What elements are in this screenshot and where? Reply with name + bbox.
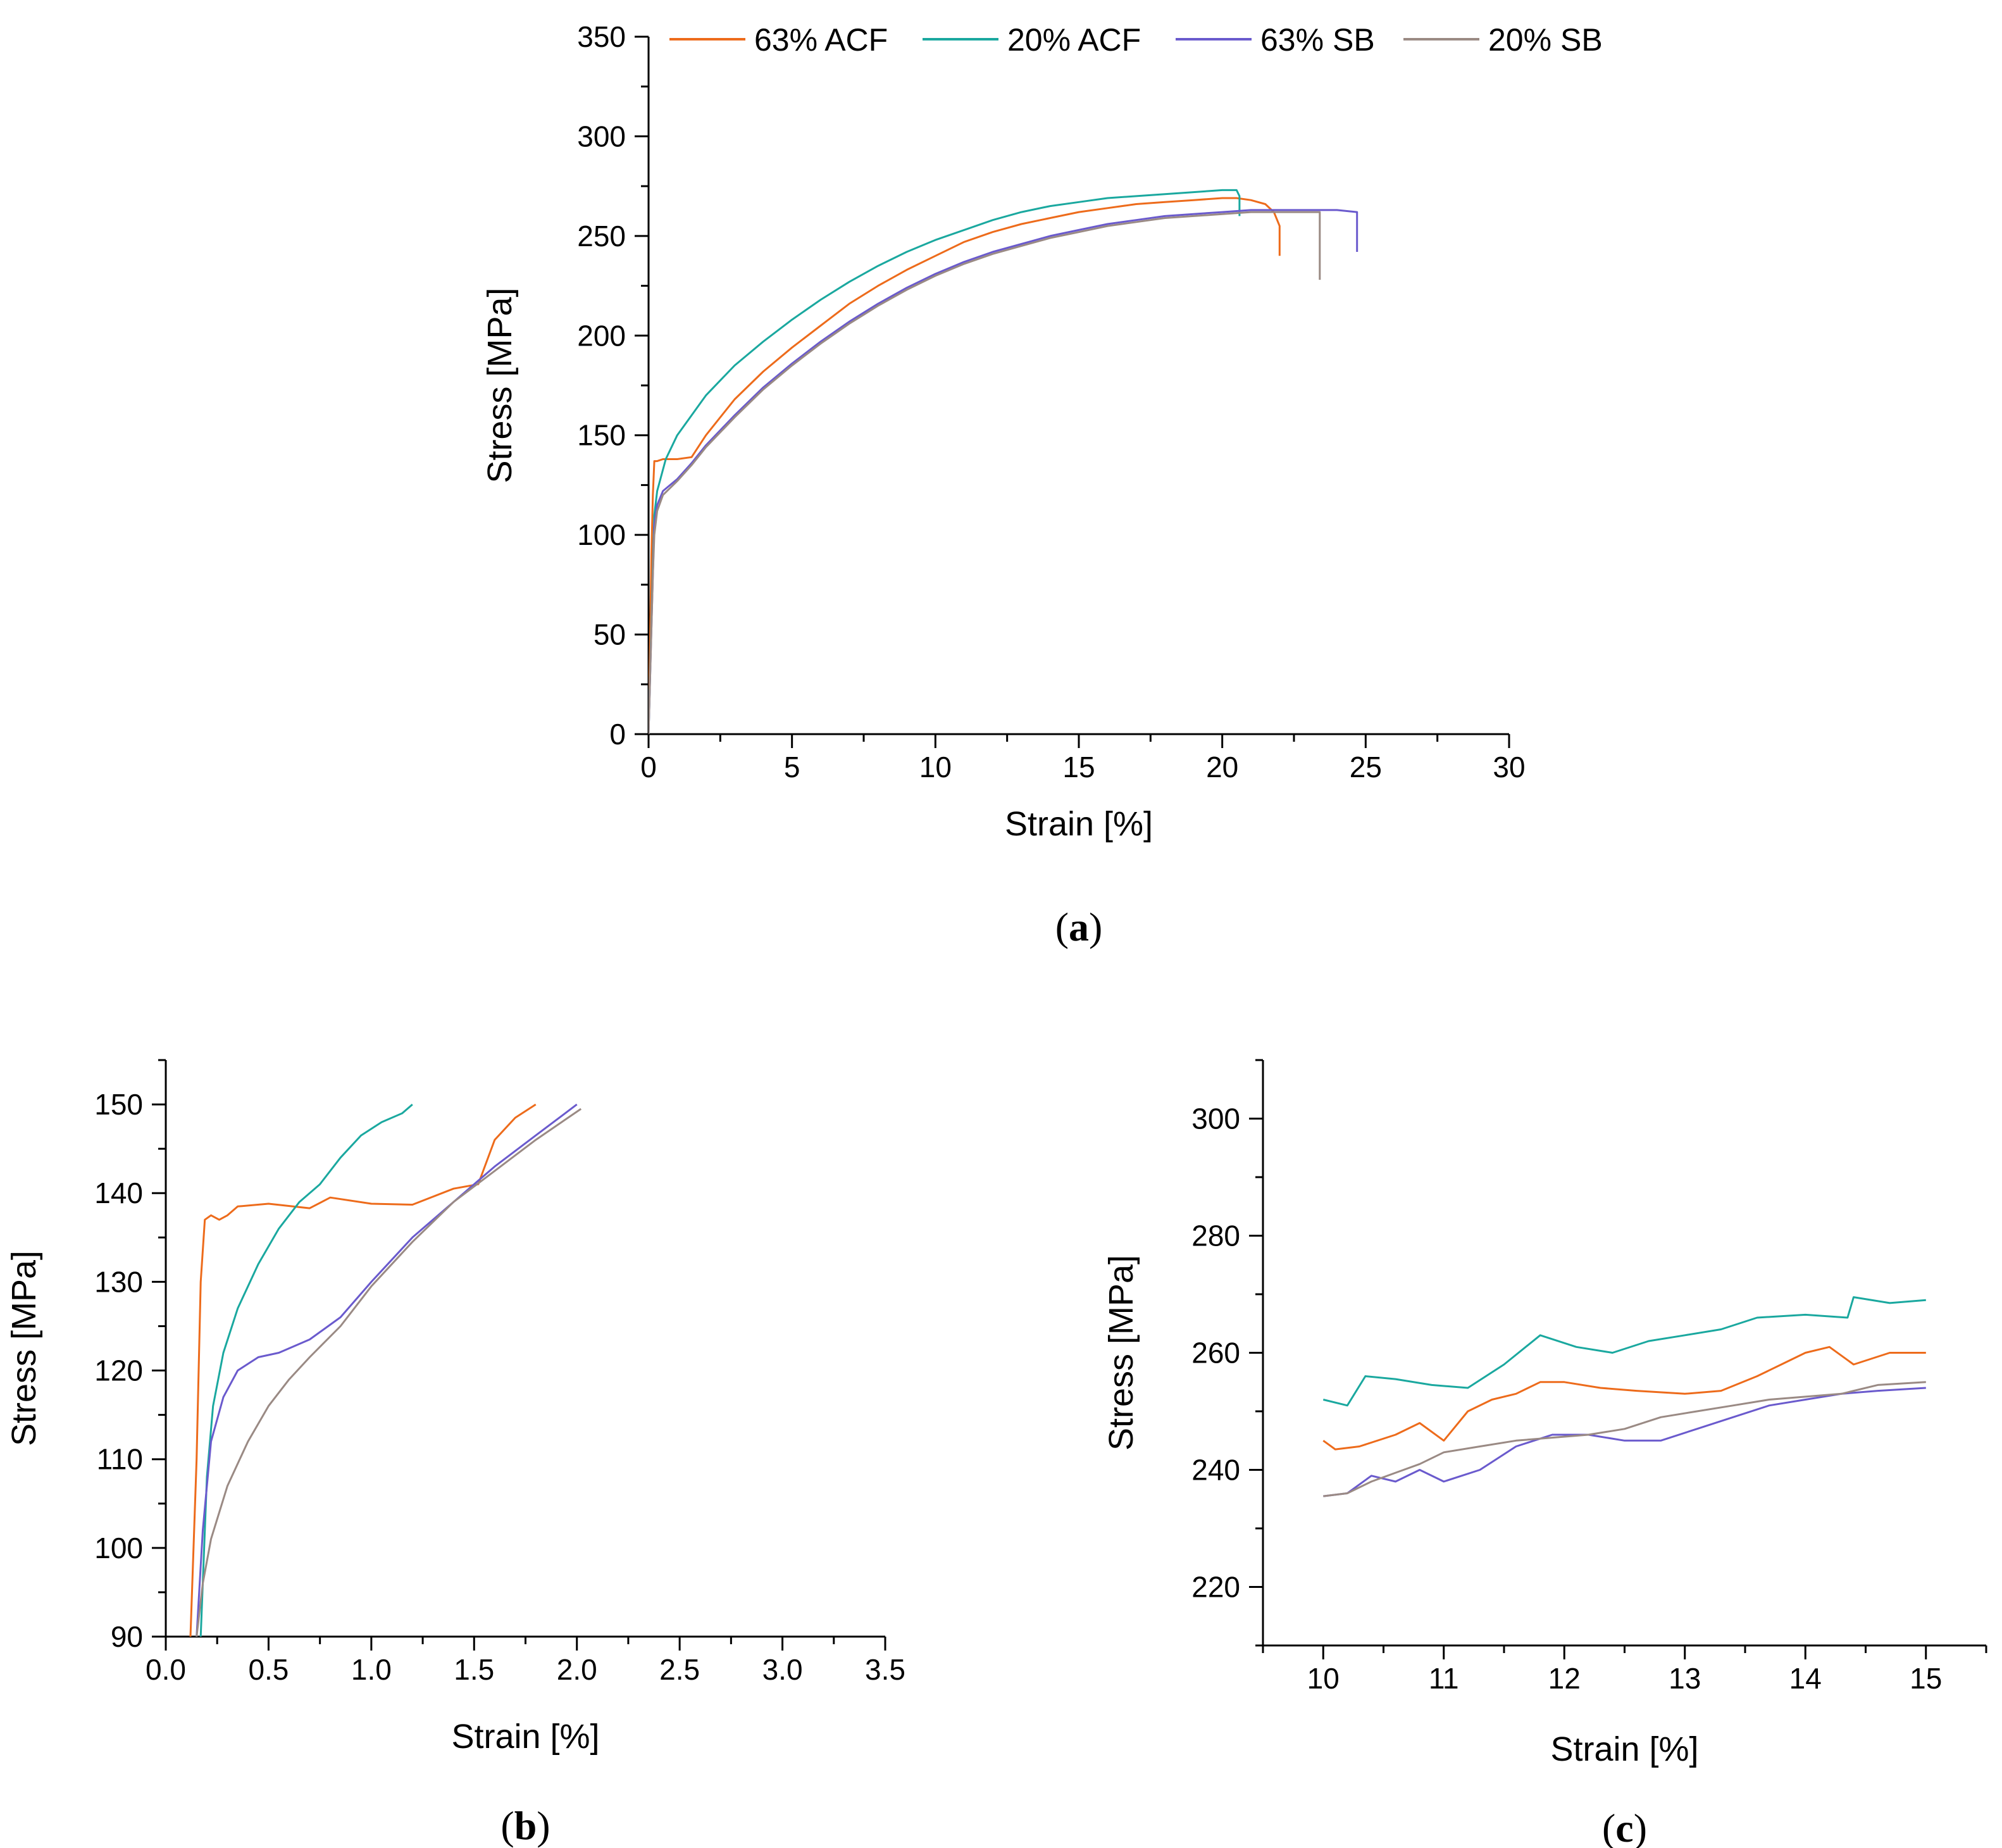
series-line-20-sb [649, 211, 1321, 734]
series-line-20-acf [649, 189, 1241, 734]
y-axis-title: Stress [MPa] [481, 287, 519, 483]
x-tick-label: 0.0 [146, 1653, 186, 1686]
panel-caption-letter: a [1069, 904, 1089, 949]
y-tick-label: 300 [577, 120, 626, 153]
series-line-63-sb [196, 1103, 578, 1637]
x-tick-label: 2.5 [659, 1653, 700, 1686]
y-tick-label: 0 [609, 718, 626, 751]
x-tick-label: 12 [1548, 1662, 1581, 1695]
panel-caption-letter: c [1615, 1806, 1633, 1848]
y-tick-label: 220 [1191, 1571, 1240, 1604]
series-line-20-acf [1322, 1296, 1926, 1407]
series-line-20-sb [196, 1108, 582, 1637]
y-tick-label: 140 [94, 1177, 143, 1209]
x-tick-label: 15 [1062, 751, 1095, 784]
x-axis-title: Strain [%] [1550, 1730, 1698, 1768]
y-tick-label: 90 [111, 1620, 143, 1653]
panel-caption: (c) [1602, 1806, 1647, 1848]
x-tick-label: 15 [1910, 1662, 1942, 1695]
series-line-63-acf [1322, 1345, 1926, 1451]
x-tick-label: 10 [919, 751, 952, 784]
y-axis-title: Stress [MPa] [1102, 1255, 1140, 1451]
x-axis-title: Strain [%] [1005, 805, 1153, 843]
series-line-63-sb [649, 209, 1358, 734]
x-tick-label: 2.0 [557, 1653, 597, 1686]
series-line-63-sb [1323, 1387, 1926, 1497]
series-line-63-acf [649, 197, 1281, 734]
y-tick-label: 280 [1191, 1220, 1240, 1252]
y-tick-label: 50 [594, 618, 626, 651]
x-tick-label: 13 [1669, 1662, 1701, 1695]
x-tick-label: 1.5 [454, 1653, 494, 1686]
legend: 63% ACF 20% ACF 63% SB 20% SB [669, 22, 1603, 58]
y-tick-label: 240 [1191, 1454, 1240, 1487]
x-tick-label: 3.5 [865, 1653, 905, 1686]
y-tick-label: 120 [94, 1354, 143, 1387]
series-line-20-sb [1323, 1381, 1926, 1497]
y-tick-label: 130 [94, 1265, 143, 1298]
x-tick-label: 1.0 [351, 1653, 392, 1686]
x-tick-label: 5 [784, 751, 800, 784]
y-tick-label: 350 [577, 20, 626, 53]
legend-label: 63% SB [1260, 22, 1375, 58]
x-tick-label: 3.0 [762, 1653, 803, 1686]
legend-label: 63% ACF [754, 22, 888, 58]
x-axis-title: Strain [%] [451, 1718, 599, 1756]
panel-caption-letter: b [514, 1803, 537, 1848]
x-tick-label: 20 [1206, 751, 1238, 784]
panel-c: 10 11 12 13 14 15 220 240 260 280 300 Strain [%] Str… [1102, 1059, 1987, 1848]
x-tick-label: 30 [1493, 751, 1525, 784]
x-tick-label: 14 [1789, 1662, 1822, 1695]
x-tick-label: 25 [1350, 751, 1382, 784]
panel-caption: (a) [1055, 904, 1103, 949]
panel-caption: (b) [500, 1803, 550, 1848]
x-tick-label: 0 [640, 751, 657, 784]
y-tick-label: 200 [577, 319, 626, 352]
y-tick-label: 260 [1191, 1337, 1240, 1370]
legend-label: 20% ACF [1007, 22, 1141, 58]
y-tick-label: 150 [94, 1088, 143, 1121]
y-tick-label: 100 [94, 1532, 143, 1564]
x-tick-label: 11 [1429, 1662, 1459, 1695]
y-axis-title: Stress [MPa] [5, 1251, 43, 1446]
panel-a: 63% ACF 20% ACF 63% SB 20% SB 0 5 10 15 20 25 300… [481, 20, 1603, 949]
x-tick-label: 0.5 [248, 1653, 289, 1686]
series-line-20-acf [199, 1103, 413, 1637]
y-tick-label: 150 [577, 419, 626, 452]
y-tick-label: 100 [577, 518, 626, 551]
series-line-63-acf [189, 1103, 537, 1637]
y-tick-label: 300 [1191, 1102, 1240, 1135]
x-tick-label: 10 [1307, 1662, 1340, 1695]
y-tick-label: 110 [97, 1443, 143, 1476]
legend-label: 20% SB [1488, 22, 1603, 58]
y-tick-label: 250 [577, 220, 626, 253]
panel-b: 0.0 0.5 1.0 1.5 2.0 2.5 3.0 3.5 90 100 110 120 130 14… [5, 1059, 905, 1848]
